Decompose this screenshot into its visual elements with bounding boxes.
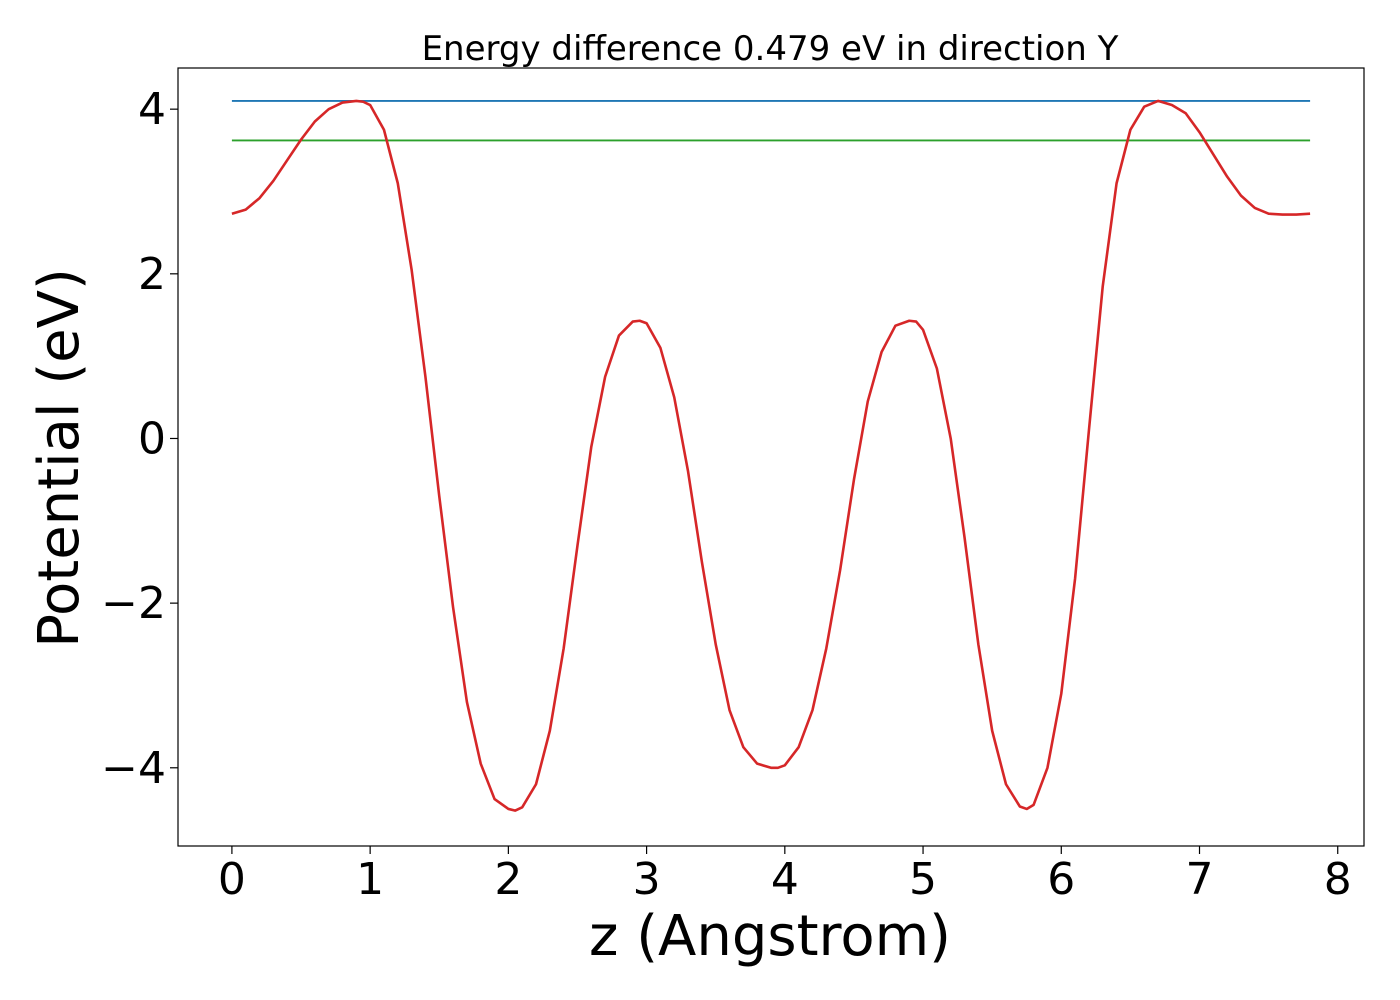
y-tick-label: −4 (101, 743, 166, 794)
series-line-2 (231, 99, 1311, 812)
x-tick-label: 6 (1047, 854, 1075, 905)
x-tick-label: 0 (218, 854, 246, 905)
axis-ticks: 0 1 2 3 4 5 6 7 8 −4 −2 0 2 4 (101, 84, 1352, 905)
y-tick-label: 2 (138, 249, 166, 300)
x-tick-label: 3 (633, 854, 661, 905)
x-tick-label: 4 (771, 854, 799, 905)
x-tick-label: 1 (356, 854, 384, 905)
y-tick-label: 0 (138, 413, 166, 464)
chart-title: Energy difference 0.479 eV in direction … (422, 29, 1119, 69)
x-tick-label: 5 (909, 854, 937, 905)
x-tick-label: 8 (1324, 854, 1352, 905)
x-axis-label: z (Angstrom) (589, 904, 951, 969)
x-tick-label: 7 (1186, 854, 1214, 905)
plot-frame (177, 67, 1365, 847)
plot-area (231, 99, 1311, 812)
y-tick-label: 4 (138, 84, 166, 135)
x-tick-label: 2 (494, 854, 522, 905)
y-axis-label: Potential (eV) (27, 268, 92, 648)
y-tick-label: −2 (101, 578, 166, 629)
